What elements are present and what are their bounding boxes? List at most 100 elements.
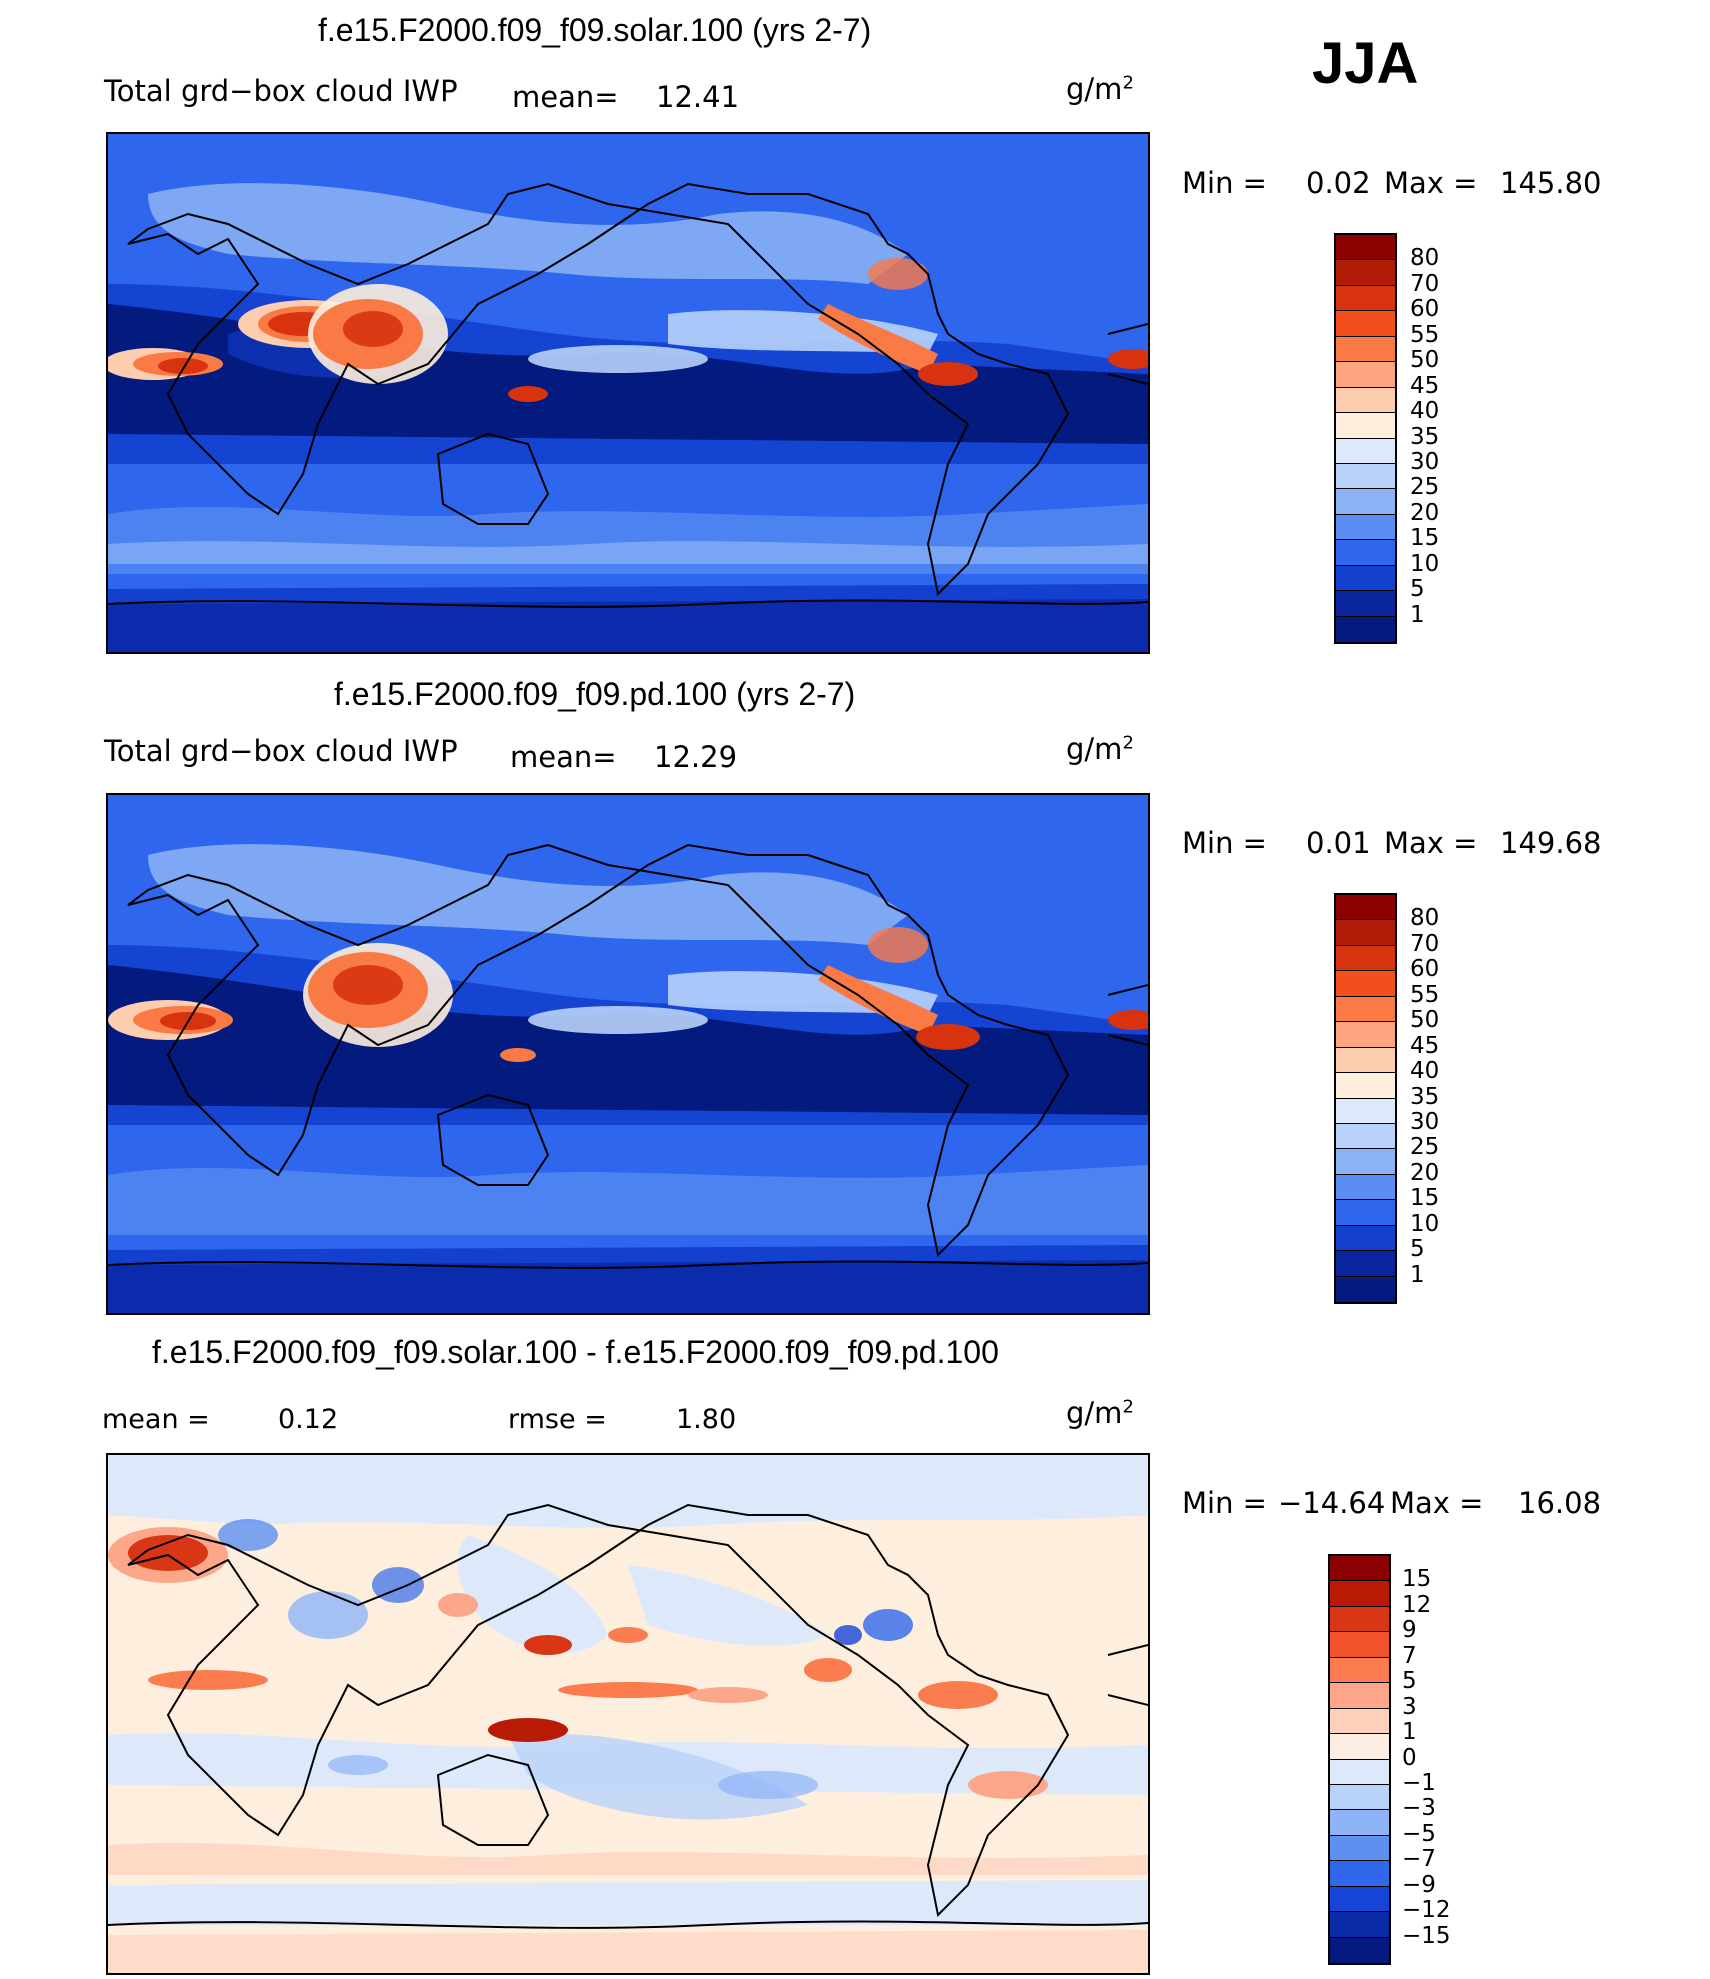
colorbar-cell	[1330, 1556, 1389, 1582]
colorbar-cell	[1336, 540, 1395, 566]
colorbar-tick-label: 45	[1410, 372, 1440, 399]
panel1-max-label: Max =	[1384, 166, 1478, 200]
colorbar-cell	[1336, 1047, 1395, 1074]
panel2-map	[106, 793, 1150, 1315]
colorbar-cell	[1336, 1200, 1395, 1226]
colorbar-cell	[1336, 336, 1395, 363]
colorbar-cell	[1330, 1683, 1389, 1709]
colorbar-tick-label: 7	[1402, 1642, 1417, 1669]
panel1-map	[106, 132, 1150, 654]
colorbar-tick-label: 50	[1410, 1007, 1440, 1034]
panel2-max-value: 149.68	[1500, 826, 1602, 860]
panel2-unit: g/m2	[1066, 732, 1134, 766]
panel2-colorbar	[1334, 893, 1397, 1304]
colorbar-tick-label: 30	[1410, 1108, 1440, 1135]
colorbar-tick-label: 5	[1410, 1236, 1425, 1263]
colorbar-cell	[1336, 260, 1395, 286]
panel2-variable-label: Total grd−box cloud IWP	[104, 734, 458, 768]
colorbar-cell	[1336, 235, 1395, 261]
colorbar-tick-label: 12	[1402, 1591, 1432, 1618]
colorbar-tick-label: 35	[1410, 1083, 1440, 1110]
colorbar-cell	[1336, 1225, 1395, 1252]
panel1-colorbar	[1334, 233, 1397, 644]
colorbar-tick-label: 10	[1410, 1210, 1440, 1237]
colorbar-tick-label: 15	[1402, 1566, 1432, 1593]
colorbar-tick-label: 9	[1402, 1617, 1417, 1644]
colorbar-cell	[1336, 1174, 1395, 1201]
colorbar-cell	[1336, 1098, 1395, 1124]
colorbar-cell	[1336, 895, 1395, 921]
colorbar-cell	[1336, 945, 1395, 972]
colorbar-tick-label: 5	[1410, 576, 1425, 603]
colorbar-tick-label: −1	[1402, 1769, 1436, 1796]
panel3-rmse-value: 1.80	[676, 1404, 737, 1435]
colorbar-cell	[1336, 311, 1395, 337]
panel1-min-value: 0.02	[1306, 166, 1371, 200]
panel3-max-value: 16.08	[1518, 1486, 1602, 1520]
panel2-max-label: Max =	[1384, 826, 1478, 860]
colorbar-cell	[1330, 1657, 1389, 1684]
panel2-mean-label: mean=	[510, 740, 617, 774]
panel2-mean-value: 12.29	[654, 740, 738, 774]
panel3-min-value: −14.64	[1278, 1486, 1386, 1520]
colorbar-tick-label: −9	[1402, 1871, 1436, 1898]
colorbar-cell	[1330, 1861, 1389, 1887]
panel1-mean-value: 12.41	[656, 80, 740, 114]
panel3-max-label: Max =	[1390, 1486, 1484, 1520]
colorbar-cell	[1336, 285, 1395, 312]
colorbar-tick-label: 35	[1410, 423, 1440, 450]
colorbar-tick-label: 45	[1410, 1032, 1440, 1059]
colorbar-cell	[1330, 1810, 1389, 1836]
panel1-mean-label: mean=	[512, 80, 619, 114]
colorbar-tick-label: 40	[1410, 398, 1440, 425]
colorbar-tick-label: −7	[1402, 1846, 1436, 1873]
panel2-min-label: Min =	[1182, 826, 1267, 860]
panel3-mean-label: mean =	[102, 1404, 210, 1435]
panel1-min-label: Min =	[1182, 166, 1267, 200]
colorbar-tick-label: 70	[1410, 930, 1440, 957]
colorbar-tick-label: 1	[1410, 601, 1425, 628]
colorbar-cell	[1336, 920, 1395, 946]
colorbar-cell	[1336, 413, 1395, 439]
colorbar-tick-label: −15	[1402, 1922, 1451, 1949]
colorbar-tick-label: 1	[1402, 1719, 1417, 1746]
colorbar-cell	[1336, 489, 1395, 515]
colorbar-tick-label: 10	[1410, 550, 1440, 577]
panel3-map	[106, 1453, 1150, 1975]
colorbar-cell	[1330, 1632, 1389, 1658]
colorbar-tick-label: 80	[1410, 245, 1440, 272]
colorbar-tick-label: 50	[1410, 347, 1440, 374]
colorbar-tick-label: −5	[1402, 1820, 1436, 1847]
panel3-title: f.e15.F2000.f09_f09.solar.100 - f.e15.F2…	[152, 1334, 999, 1370]
colorbar-tick-label: 1	[1410, 1261, 1425, 1288]
colorbar-cell	[1330, 1886, 1389, 1913]
colorbar-tick-label: 20	[1410, 1159, 1440, 1186]
colorbar-tick-label: 5	[1402, 1668, 1417, 1695]
colorbar-tick-label: 70	[1410, 270, 1440, 297]
colorbar-cell	[1330, 1581, 1389, 1607]
colorbar-cell	[1330, 1734, 1389, 1760]
colorbar-tick-label: 15	[1410, 1185, 1440, 1212]
panel3-mean-value: 0.12	[278, 1404, 339, 1435]
colorbar-cell	[1336, 996, 1395, 1023]
colorbar-tick-label: 80	[1410, 905, 1440, 932]
colorbar-cell	[1330, 1937, 1389, 1963]
panel1-title: f.e15.F2000.f09_f09.solar.100 (yrs 2-7)	[318, 12, 872, 48]
panel3-min-label: Min =	[1182, 1486, 1267, 1520]
panel1-variable-label: Total grd−box cloud IWP	[104, 74, 458, 108]
colorbar-cell	[1336, 1073, 1395, 1099]
colorbar-cell	[1336, 1022, 1395, 1048]
panel3-rmse-label: rmse =	[508, 1404, 607, 1435]
colorbar-tick-label: 15	[1410, 525, 1440, 552]
colorbar-tick-label: 30	[1410, 448, 1440, 475]
colorbar-tick-label: 40	[1410, 1058, 1440, 1085]
colorbar-tick-label: 20	[1410, 499, 1440, 526]
colorbar-cell	[1336, 565, 1395, 592]
colorbar-tick-label: 60	[1410, 296, 1440, 323]
colorbar-cell	[1330, 1784, 1389, 1811]
panel1-unit: g/m2	[1066, 72, 1134, 106]
colorbar-cell	[1336, 514, 1395, 541]
colorbar-cell	[1336, 616, 1395, 642]
colorbar-cell	[1336, 1123, 1395, 1150]
panel2-title: f.e15.F2000.f09_f09.pd.100 (yrs 2-7)	[334, 676, 856, 712]
